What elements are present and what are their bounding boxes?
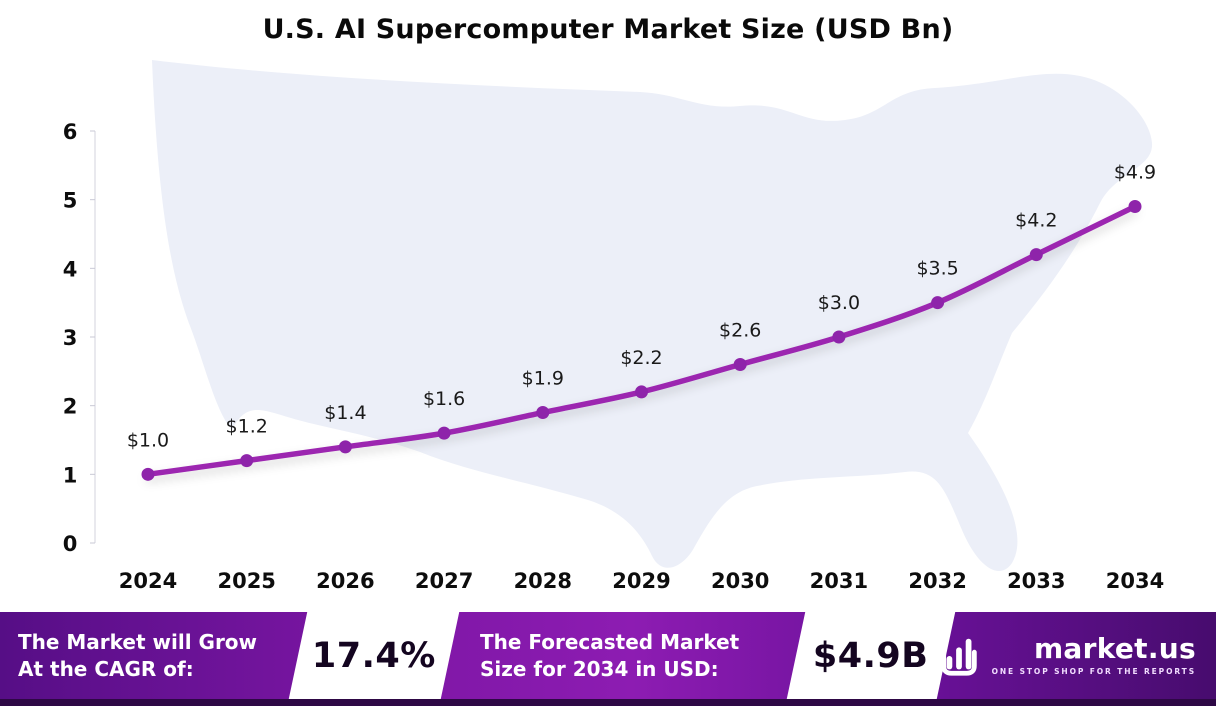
data-point bbox=[733, 357, 747, 371]
data-point bbox=[1029, 248, 1043, 262]
data-point bbox=[931, 296, 945, 310]
footer-banner: The Market will Grow At the CAGR of: 17.… bbox=[0, 612, 1216, 699]
data-point-label: $1.0 bbox=[127, 429, 169, 451]
forecast-label-line2: Size for 2034 in USD: bbox=[480, 656, 719, 681]
forecast-value-band: $4.9B bbox=[785, 612, 957, 699]
marketus-logo: market.us ONE STOP SHOP FOR THE REPORTS bbox=[936, 633, 1196, 679]
forecast-value: $4.9B bbox=[813, 635, 929, 676]
data-point-label: $3.0 bbox=[818, 292, 860, 314]
y-axis-label: 2 bbox=[63, 395, 78, 419]
y-axis-label: 0 bbox=[63, 532, 78, 556]
cagr-value: 17.4% bbox=[312, 635, 436, 676]
x-axis-label: 2031 bbox=[810, 569, 868, 593]
data-point bbox=[536, 406, 550, 420]
y-axis-label: 5 bbox=[63, 189, 78, 213]
data-point-label: $3.5 bbox=[916, 258, 958, 280]
data-point-label: $2.6 bbox=[719, 319, 761, 341]
data-point-label: $1.4 bbox=[324, 402, 366, 424]
forecast-label-line1: The Forecasted Market bbox=[480, 629, 740, 654]
data-point-label: $2.2 bbox=[620, 347, 662, 369]
x-axis-label: 2027 bbox=[415, 569, 473, 593]
cagr-label: The Market will Grow At the CAGR of: bbox=[18, 629, 257, 683]
x-axis-label: 2034 bbox=[1106, 569, 1164, 593]
y-axis-label: 3 bbox=[63, 326, 78, 350]
cagr-label-line1: The Market will Grow bbox=[18, 629, 258, 654]
data-point-label: $1.6 bbox=[423, 388, 465, 410]
cagr-label-line2: At the CAGR of: bbox=[18, 656, 194, 681]
data-point-label: $1.2 bbox=[226, 416, 268, 438]
data-point bbox=[338, 440, 352, 454]
us-map-silhouette bbox=[152, 60, 1153, 571]
data-point-label: $1.9 bbox=[522, 368, 564, 390]
data-point bbox=[240, 454, 254, 468]
line-chart: 0 1 2 3 4 5 6 2024 2025 2026 2027 2028 2029 2030 2031 2… bbox=[63, 60, 1165, 593]
x-axis-label: 2028 bbox=[514, 569, 572, 593]
logo-tagline: ONE STOP SHOP FOR THE REPORTS bbox=[991, 667, 1196, 676]
y-axis-label: 1 bbox=[63, 463, 78, 487]
x-axis-label: 2024 bbox=[119, 569, 177, 593]
y-axis-label: 6 bbox=[63, 120, 78, 144]
data-point-label: $4.9 bbox=[1114, 162, 1156, 184]
y-axis-label: 4 bbox=[63, 257, 78, 281]
x-axis-label: 2025 bbox=[217, 569, 275, 593]
chart-plot: $1.0 $1.2 $1.4 $1.6 $1.9 $2.2 $2.6 $3.0 $3.5 $4.2… bbox=[127, 162, 1156, 481]
x-axis-label: 2026 bbox=[316, 569, 374, 593]
data-point bbox=[141, 467, 155, 481]
marketus-logo-icon bbox=[940, 638, 977, 676]
chart-axes: 0 1 2 3 4 5 6 2024 2025 2026 2027 2028 2029 2030 2031 2… bbox=[63, 120, 1165, 593]
data-point bbox=[437, 426, 451, 440]
x-axis-label: 2030 bbox=[711, 569, 769, 593]
cagr-value-band: 17.4% bbox=[287, 612, 461, 699]
data-point-label: $4.2 bbox=[1015, 210, 1057, 232]
forecast-label: The Forecasted Market Size for 2034 in U… bbox=[480, 629, 739, 683]
x-axis-label: 2029 bbox=[612, 569, 670, 593]
data-point bbox=[635, 385, 648, 399]
x-axis-label: 2033 bbox=[1007, 569, 1065, 593]
logo-text-block: market.us ONE STOP SHOP FOR THE REPORTS bbox=[991, 632, 1196, 677]
data-point bbox=[832, 330, 846, 344]
logo-name: market.us bbox=[1033, 632, 1196, 665]
data-point bbox=[1128, 200, 1142, 214]
footer-bottom-strip bbox=[0, 699, 1216, 706]
chart-title: U.S. AI Supercomputer Market Size (USD B… bbox=[262, 13, 954, 45]
x-axis-label: 2032 bbox=[908, 569, 966, 593]
